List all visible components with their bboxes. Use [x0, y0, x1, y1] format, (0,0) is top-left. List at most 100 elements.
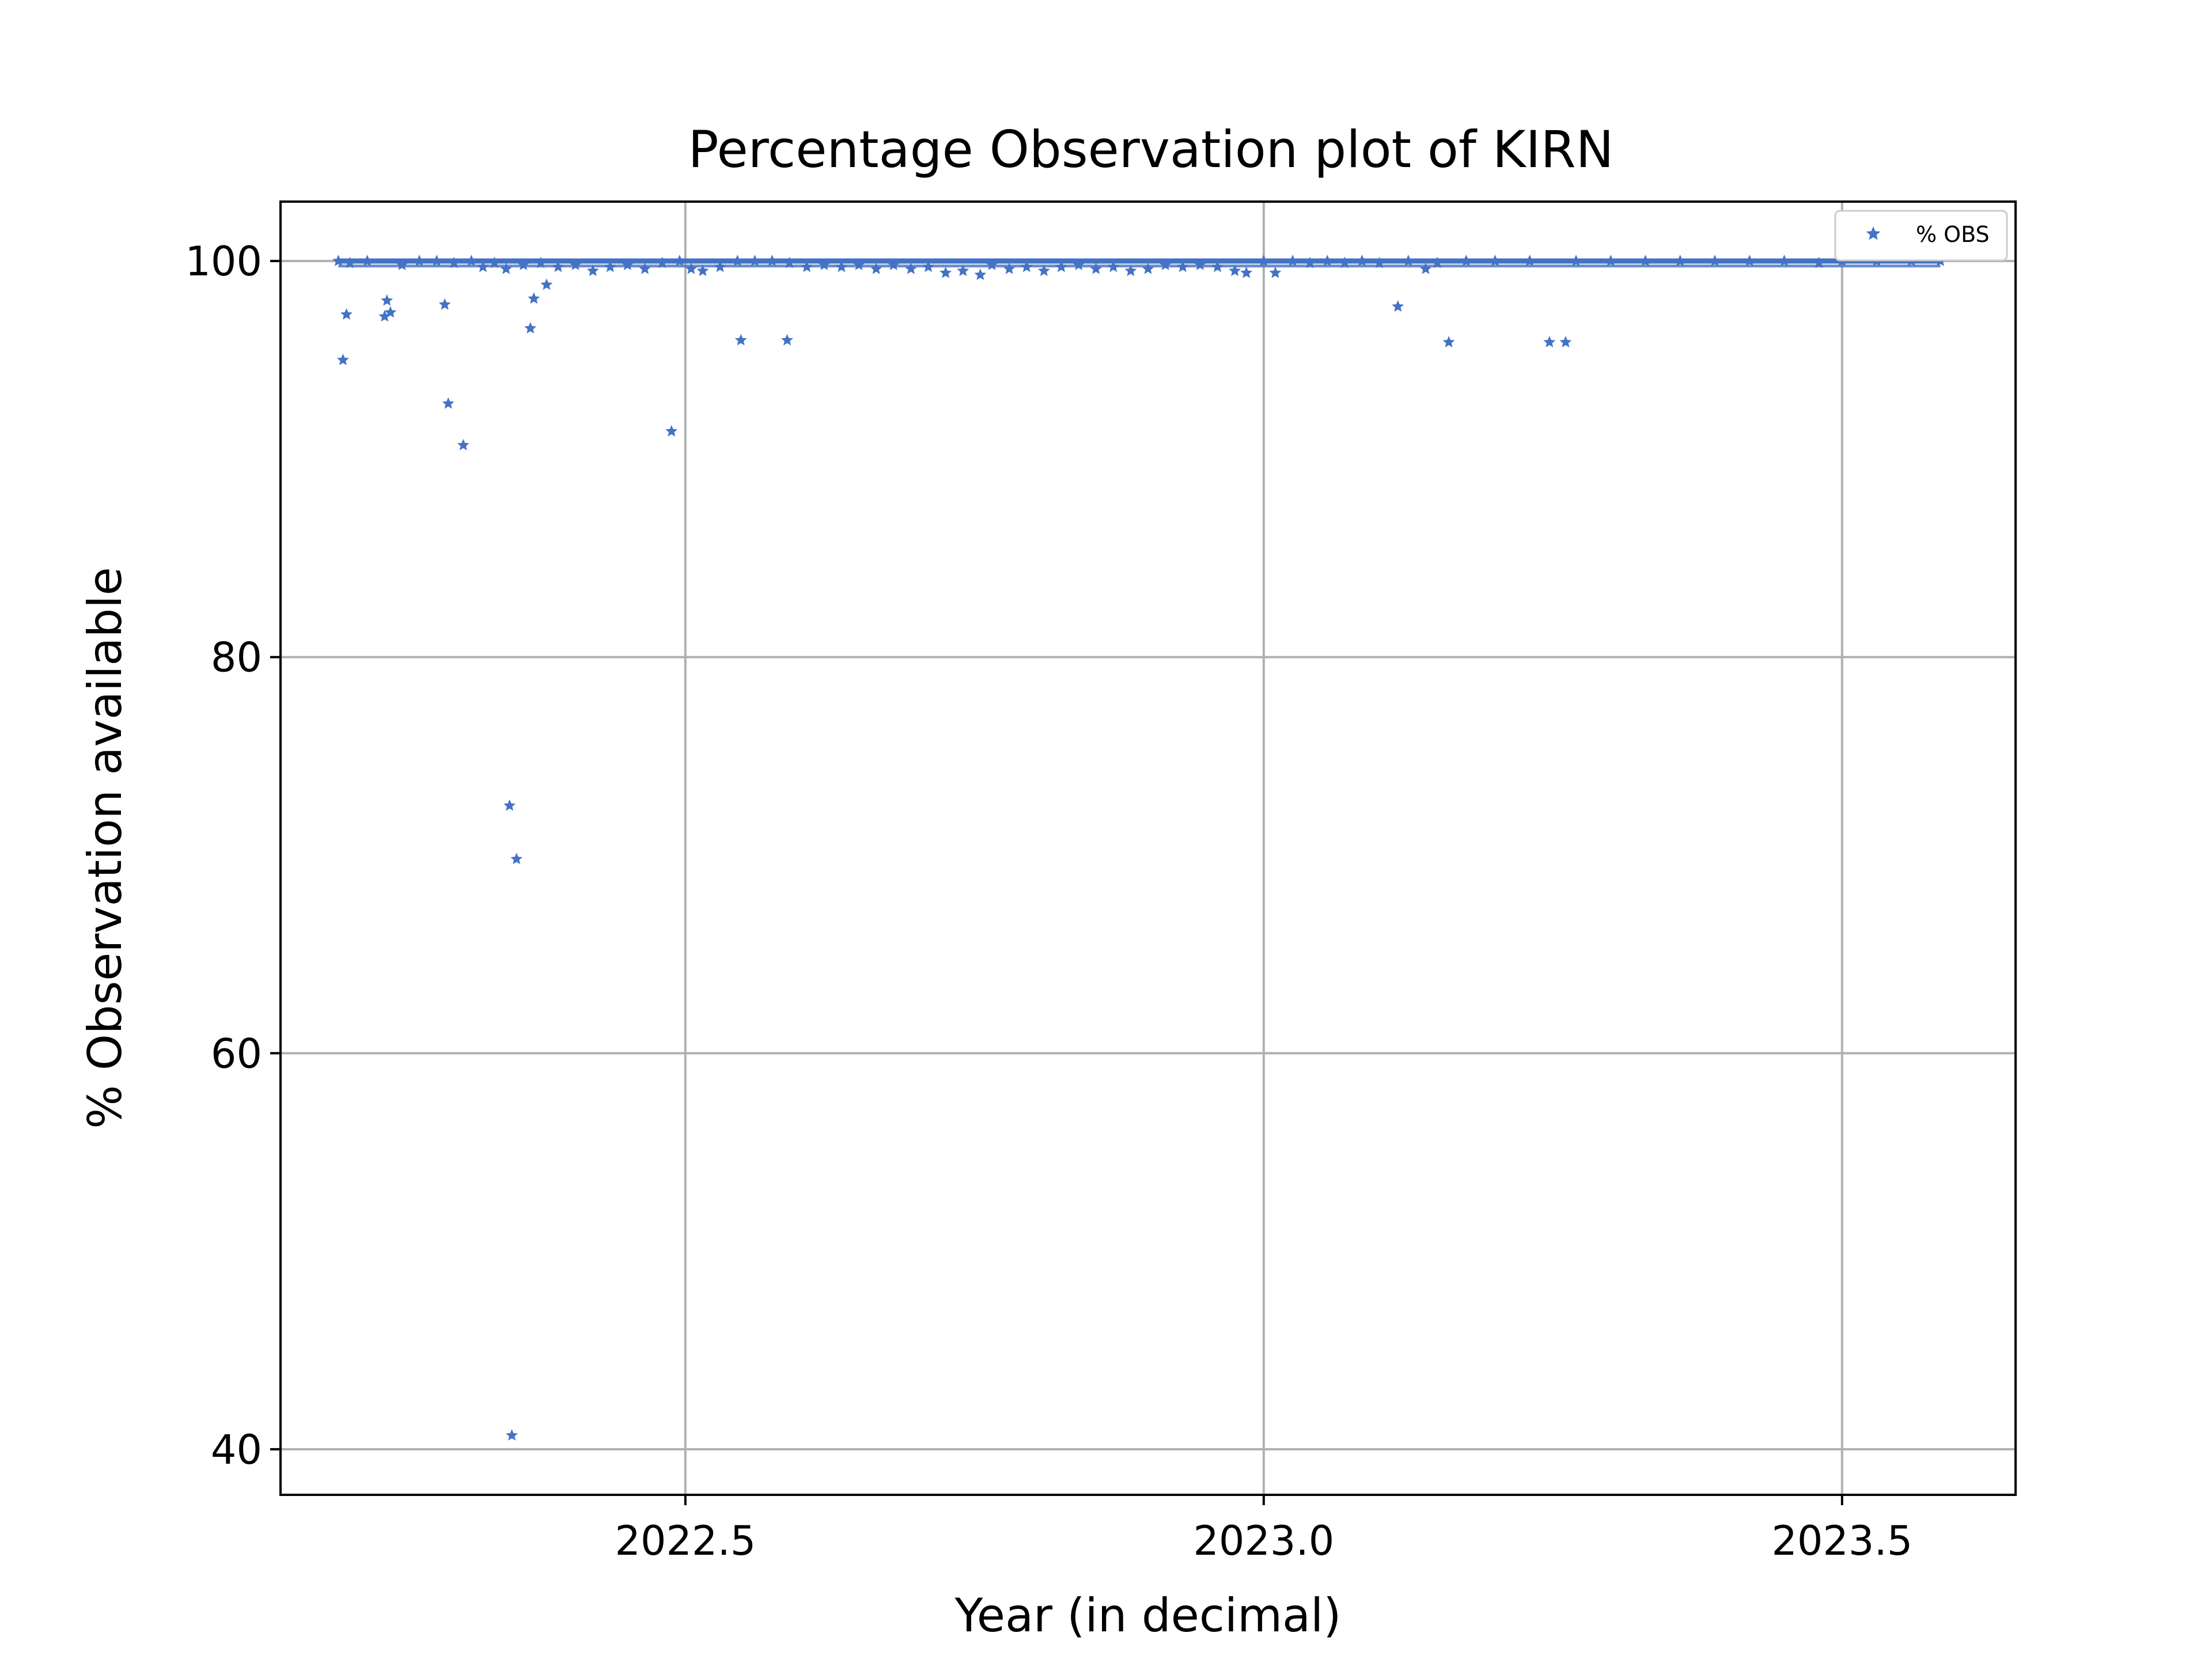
data-point: [835, 260, 848, 272]
data-point: [1604, 255, 1617, 266]
data-point: [1055, 260, 1067, 272]
data-point: [540, 278, 553, 290]
plot-area: [279, 200, 2017, 1496]
data-point: [665, 425, 678, 437]
data-point: [887, 259, 900, 270]
data-point: [974, 268, 987, 281]
data-point: [1674, 255, 1687, 266]
data-point: [714, 260, 726, 272]
data-point: [1240, 266, 1253, 278]
data-point: [528, 292, 540, 304]
data-point: [332, 255, 344, 266]
data-point: [535, 256, 547, 268]
data-point: [1356, 255, 1368, 266]
data-point: [1709, 255, 1721, 266]
data-point: [552, 260, 565, 272]
data-point: [1778, 255, 1790, 266]
data-point: [870, 262, 882, 274]
data-point: [1373, 256, 1386, 268]
data-point: [986, 259, 998, 270]
x-axis: 2022.5 2023.0 2023.5: [615, 1495, 1912, 1565]
data-point: [1524, 255, 1536, 266]
data-point: [957, 264, 969, 276]
data-point: [1639, 255, 1652, 266]
data-point: [381, 294, 393, 306]
data-point: [340, 308, 353, 320]
data-point: [413, 255, 426, 266]
data-point: [1402, 255, 1415, 266]
data-point: [1304, 256, 1316, 268]
x-axis-label: Year (in decimal): [955, 1589, 1342, 1642]
data-point: [922, 260, 934, 272]
data-point: [396, 259, 408, 270]
data-point: [1442, 336, 1455, 347]
data-point: [524, 322, 537, 334]
data-point: [1176, 260, 1189, 272]
data-point: [656, 256, 669, 268]
data-point: [1073, 259, 1085, 270]
data-point: [442, 397, 454, 409]
data-point: [1543, 336, 1556, 347]
data-point: [1813, 256, 1825, 268]
data-point: [1570, 255, 1582, 266]
y-tick-label: 40: [211, 1426, 262, 1474]
data-point: [685, 262, 698, 274]
data-point: [1269, 266, 1282, 278]
data-point: [1257, 255, 1270, 266]
data-point: [621, 259, 634, 270]
data-point: [1321, 255, 1334, 266]
data-point: [448, 256, 460, 268]
data-point: [940, 266, 952, 278]
data-point: [639, 262, 651, 274]
data-point: [1229, 264, 1241, 276]
x-tick-label: 2022.5: [615, 1517, 756, 1565]
data-point: [748, 255, 761, 266]
y-tick-label: 60: [211, 1030, 262, 1077]
data-point: [781, 334, 793, 346]
data-point: [673, 255, 686, 266]
legend-marker-star-icon: [1866, 226, 1881, 240]
data-point: [904, 262, 917, 274]
data-point: [604, 260, 616, 272]
y-axis: 40 60 80 100: [185, 238, 281, 1474]
data-point: [731, 255, 744, 266]
data-point: [476, 260, 489, 272]
data-point: [361, 255, 374, 266]
data-point: [506, 1429, 518, 1441]
data-point: [1338, 256, 1351, 268]
data-point: [818, 259, 831, 270]
x-grid: [684, 202, 1843, 1495]
data-point: [510, 853, 523, 865]
data-point: [1037, 264, 1050, 276]
data-point: [488, 256, 501, 268]
data-point: [696, 264, 709, 276]
legend: % OBS: [1834, 210, 2008, 262]
data-point: [517, 259, 530, 270]
data-point: [438, 298, 451, 310]
data-point: [1286, 255, 1299, 266]
y-tick-label: 80: [211, 634, 262, 681]
data-point: [1003, 262, 1016, 274]
data-point: [378, 310, 391, 322]
data-point: [766, 255, 778, 266]
data-point: [1090, 262, 1103, 274]
data-point: [586, 264, 599, 276]
data-point: [1460, 255, 1472, 266]
data-point: [457, 438, 469, 450]
data-point: [1124, 264, 1137, 276]
data-points: [332, 255, 1946, 1441]
data-point: [1431, 256, 1444, 268]
chart-title: Percentage Observation plot of KIRN: [688, 120, 1614, 179]
data-point: [1743, 255, 1756, 266]
data-point: [465, 255, 478, 266]
data-point: [384, 306, 397, 318]
data-point: [1159, 259, 1172, 270]
data-point: [734, 334, 747, 346]
data-point: [1392, 300, 1404, 312]
x-tick-label: 2023.5: [1771, 1517, 1912, 1565]
data-point: [1142, 262, 1154, 274]
y-axis-label: % Observation available: [78, 567, 132, 1128]
data-point: [1020, 260, 1033, 272]
legend-label: % OBS: [1916, 222, 1990, 247]
